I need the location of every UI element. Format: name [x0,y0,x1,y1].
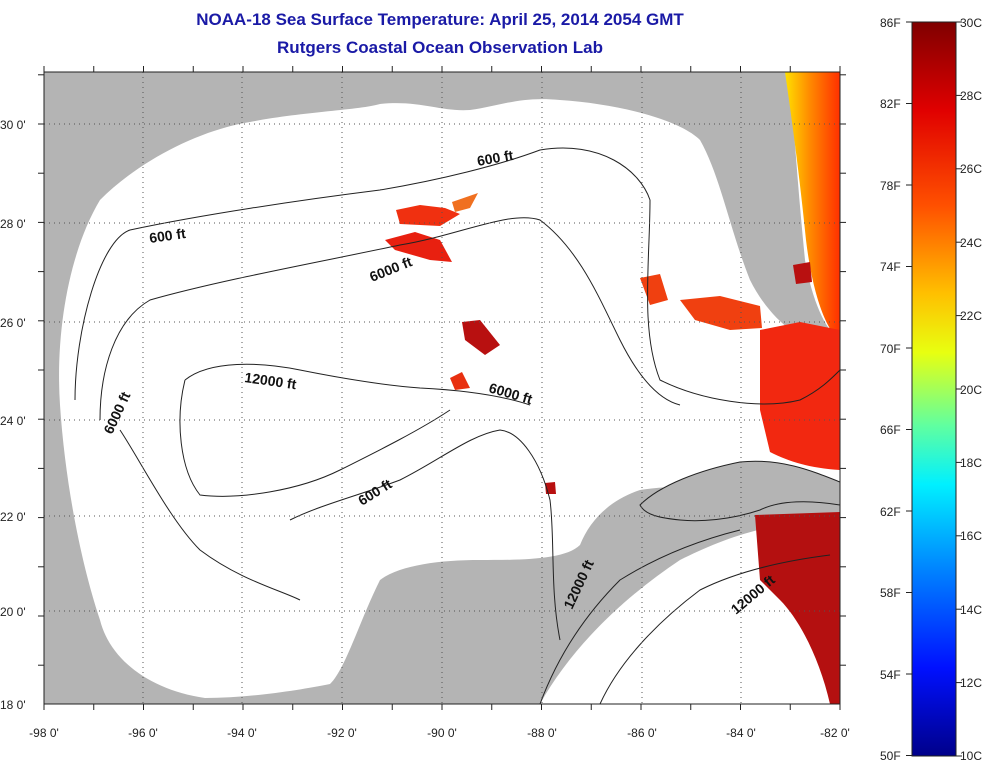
longitude-axis: -98 0' -96 0' -94 0' -92 0' -90 0' -88 0… [29,726,850,740]
lon-tick-label: -94 0' [227,726,257,740]
lat-tick-label: 28 0' [0,217,26,231]
colorbar-f-label: 58F [880,586,901,600]
colorbar-ticks [906,21,962,757]
colorbar-gradient [911,21,957,757]
colorbar-c-label: 30C [960,16,982,30]
colorbar-c-label: 18C [960,456,982,470]
cuba [639,460,840,522]
frame-ticks [38,66,846,710]
colorbar-c-label: 22C [960,309,982,323]
lat-tick-label: 26 0' [0,316,26,330]
sst-patch-florida-atlantic [785,72,840,340]
colorbar-c-label: 24C [960,236,982,250]
sst-patch-east-gulf [640,274,762,330]
contour-label: 600 ft [148,225,187,246]
colorbar-f-label: 78F [880,179,901,193]
latitude-axis: 30 0' 28 0' 26 0' 24 0' 22 0' 20 0' 18 0… [0,118,26,712]
lon-tick-label: -86 0' [627,726,657,740]
lat-tick-label: 22 0' [0,510,26,524]
colorbar-c-label: 16C [960,529,982,543]
gulf-water [59,99,840,698]
lon-tick-label: -96 0' [128,726,158,740]
lat-tick-label: 30 0' [0,118,26,132]
colorbar-f-label: 86F [880,16,901,30]
grid [44,72,840,704]
colorbar-c-label: 14C [960,603,982,617]
lon-tick-label: -90 0' [427,726,457,740]
sst-patch-central [462,320,500,355]
bathymetry-contours [74,147,840,704]
lat-tick-label: 18 0' [0,698,26,712]
colorbar-f-label: 54F [880,668,901,682]
contour-label: 12000 ft [244,369,298,392]
colorbar-c-label: 10C [960,749,982,763]
colorbar-c-label: 20C [960,383,982,397]
colorbar-f-label: 74F [880,260,901,274]
colorbar-f-label: 66F [880,423,901,437]
colorbar-f-label: 62F [880,505,901,519]
colorbar-f-label: 82F [880,97,901,111]
colorbar-f-label: 70F [880,342,901,356]
sst-patch-caribbean [755,512,840,704]
colorbar-c-label: 28C [960,89,982,103]
map-area [44,72,840,704]
chart-subtitle: Rutgers Coastal Ocean Observation Lab [277,38,603,57]
contour-label: 600 ft [476,147,515,169]
lon-tick-label: -82 0' [820,726,850,740]
colorbar-f-label: 50F [880,749,901,763]
sst-patch-central-b [450,372,470,390]
chart-title: NOAA-18 Sea Surface Temperature: April 2… [196,10,684,29]
sst-patch-lake [793,262,812,284]
sst-patch-north-gulf-c [385,232,452,262]
lon-tick-label: -92 0' [327,726,357,740]
lat-tick-label: 20 0' [0,605,26,619]
lat-tick-label: 24 0' [0,414,26,428]
sst-patch-florida-straits [760,322,840,470]
sst-patch-north-gulf-a [396,205,460,226]
lon-tick-label: -88 0' [527,726,557,740]
colorbar-c-label: 26C [960,162,982,176]
colorbar-c-label: 12C [960,676,982,690]
sst-patch-north-gulf-b [452,193,478,212]
colorbar: 86F 82F 78F 74F 70F 66F 62F 58F 54F 50F … [880,16,982,763]
lon-tick-label: -98 0' [29,726,59,740]
lon-tick-label: -84 0' [726,726,756,740]
